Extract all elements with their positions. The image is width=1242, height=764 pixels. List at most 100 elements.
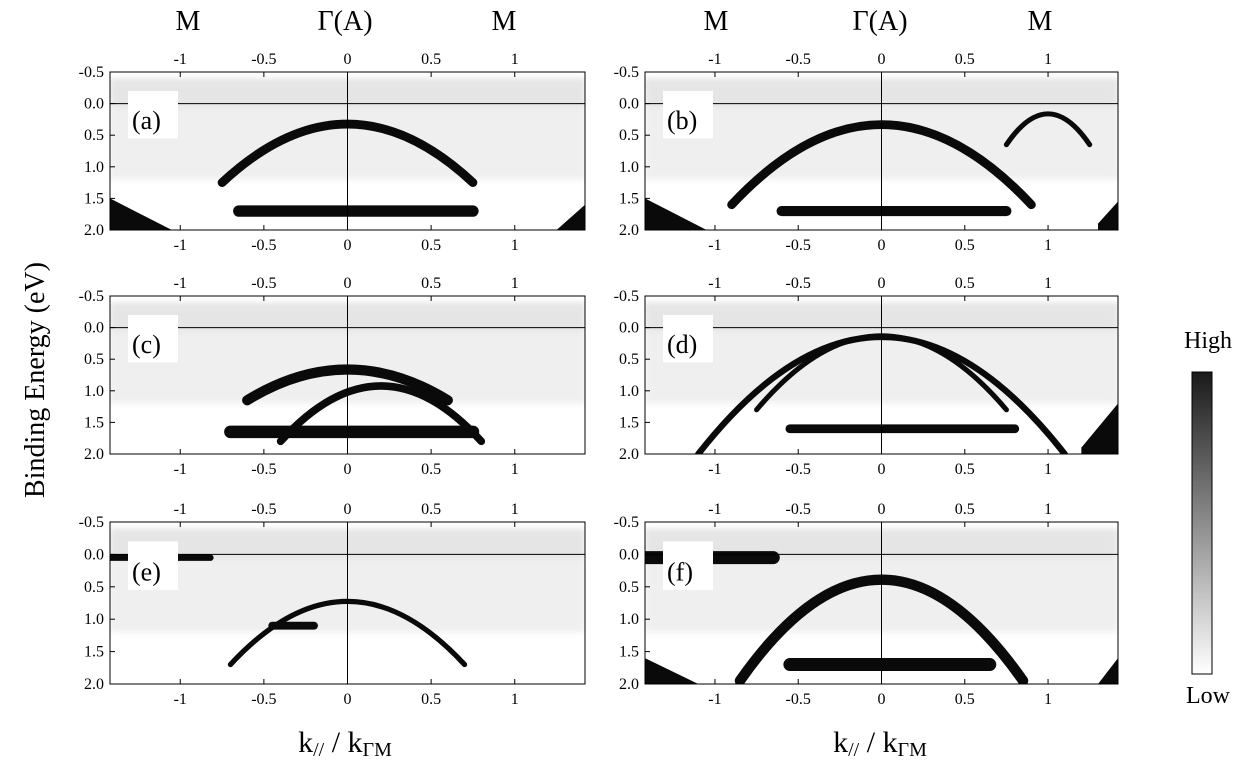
panel-b: -0.5 0.0 0.5 1.0 1.5 2.0 -1 -1 -0.5 -0.5 0 0 0.5 0.5 1… [614, 51, 1119, 254]
band-corner [110, 198, 172, 230]
panel-c: -0.5 0.0 0.5 1.0 1.5 2.0 -1 -1 -0.5 -0.5 0 0 0.5 0.5 1… [79, 275, 586, 478]
panel-label-bg [128, 314, 178, 363]
y-tick-label: 1.5 [619, 644, 639, 661]
y-tick-label: 1.0 [619, 159, 639, 176]
x-tick-label-bottom: -1 [174, 691, 187, 708]
panel-label: (b) [667, 106, 697, 135]
band-dome [1003, 111, 1093, 148]
y-tick-label: 0.5 [619, 127, 639, 144]
x-tick-label-bottom: -1 [174, 461, 187, 478]
top-label-gamma: Γ(A) [852, 6, 907, 37]
panel-label-bg [663, 541, 713, 591]
y-tick-label: 1.5 [84, 414, 104, 431]
panel-f: -0.5 0.0 0.5 1.0 1.5 2.0 -1 -1 -0.5 -0.5 0 0 0.5 0.5 1… [614, 501, 1119, 708]
x-tick-label-bottom: 0 [344, 237, 352, 254]
x-tick-label-bottom: -1 [708, 691, 721, 708]
panel-label-bg [128, 541, 178, 591]
panel-label: (e) [132, 557, 161, 586]
top-labels-left: M Γ(A) M [176, 6, 517, 37]
x-tick-label-bottom: 1 [511, 691, 519, 708]
top-label-m-right: M [1028, 6, 1053, 37]
x-tick-label-bottom: 1 [1044, 237, 1052, 254]
y-tick-label: -0.5 [614, 288, 639, 305]
y-tick-label: 0.5 [619, 351, 639, 368]
y-tick-label: 0.5 [84, 579, 104, 596]
top-labels-right: M Γ(A) M [704, 6, 1053, 37]
top-label-m-left: M [704, 6, 729, 37]
band-corner [645, 198, 707, 230]
x-tick-label-top: -1 [708, 501, 721, 518]
y-tick-label: 2.0 [84, 222, 104, 239]
x-tick-label-top: 1 [1044, 51, 1052, 68]
x-tick-label-top: -1 [174, 51, 187, 68]
x-tick-label-bottom: 0.5 [421, 691, 441, 708]
x-tick-label-top: -0.5 [786, 51, 811, 68]
y-tick-label: 0.5 [84, 127, 104, 144]
band-dome [276, 382, 486, 446]
x-tick-label-bottom: -0.5 [786, 461, 811, 478]
y-tick-label: -0.5 [614, 514, 639, 531]
x-tick-label-top: 0.5 [421, 51, 441, 68]
x-tick-label-bottom: 0.5 [421, 461, 441, 478]
x-tick-label-bottom: 1 [1044, 691, 1052, 708]
y-tick-label: 0.0 [619, 96, 639, 113]
x-tick-label-bottom: 1 [511, 237, 519, 254]
top-label-m-left: M [176, 6, 201, 37]
x-tick-label-top: 0 [878, 51, 886, 68]
y-tick-label: -0.5 [79, 288, 104, 305]
x-tick-label-bottom: -1 [174, 237, 187, 254]
band-corner [1098, 658, 1118, 684]
x-tick-label-top: -1 [708, 275, 721, 292]
x-tick-label-bottom: 0.5 [955, 237, 975, 254]
x-tick-label-bottom: -0.5 [251, 691, 276, 708]
colorbar-gradient [1191, 371, 1213, 675]
x-tick-label-top: 0 [344, 275, 352, 292]
x-axis-label-right: k// / kΓM [833, 726, 927, 761]
y-tick-label: 1.5 [619, 414, 639, 431]
x-tick-label-top: 0.5 [955, 501, 975, 518]
top-label-gamma: Γ(A) [317, 6, 372, 37]
y-tick-label: 1.0 [84, 383, 104, 400]
y-tick-label: 1.0 [619, 383, 639, 400]
panel-label: (c) [132, 330, 161, 359]
y-tick-label: 0.0 [619, 320, 639, 337]
colorbar-low-label: Low [1186, 683, 1231, 709]
x-tick-label-bottom: 0.5 [955, 691, 975, 708]
x-tick-label-bottom: 1 [511, 461, 519, 478]
top-label-m-right: M [492, 6, 517, 37]
y-tick-label: 2.0 [84, 676, 104, 693]
x-tick-label-bottom: -0.5 [251, 461, 276, 478]
y-tick-label: 0.5 [84, 351, 104, 368]
x-axis-label-left: k// / kΓM [298, 726, 392, 761]
x-tick-label-top: 1 [511, 501, 519, 518]
x-tick-label-top: 0 [878, 501, 886, 518]
x-tick-label-bottom: -0.5 [786, 691, 811, 708]
y-tick-label: 2.0 [619, 222, 639, 239]
x-tick-label-top: 0 [344, 501, 352, 518]
y-axis-label: Binding Energy (eV) [20, 262, 51, 498]
panel-label: (d) [667, 330, 697, 359]
x-tick-label-bottom: -1 [708, 237, 721, 254]
x-tick-label-bottom: 0.5 [421, 237, 441, 254]
y-tick-label: 0.0 [84, 96, 104, 113]
x-tick-label-bottom: 0 [878, 691, 886, 708]
x-tick-label-bottom: -0.5 [786, 237, 811, 254]
colorbar: High Low [1184, 328, 1232, 709]
x-tick-label-top: 1 [511, 51, 519, 68]
y-tick-label: 2.0 [619, 676, 639, 693]
y-tick-label: -0.5 [79, 514, 104, 531]
y-tick-label: 0.0 [619, 546, 639, 563]
x-tick-label-bottom: 0 [344, 461, 352, 478]
x-tick-label-bottom: 0 [878, 461, 886, 478]
x-tick-label-bottom: 1 [1044, 461, 1052, 478]
x-tick-label-top: 1 [511, 275, 519, 292]
band-corner [556, 204, 585, 230]
panel-d: -0.5 0.0 0.5 1.0 1.5 2.0 -1 -1 -0.5 -0.5 0 0 0.5 0.5 1… [614, 275, 1119, 478]
band-corner [645, 658, 699, 684]
x-tick-label-top: 0.5 [955, 275, 975, 292]
y-tick-label: 1.0 [84, 159, 104, 176]
y-tick-label: -0.5 [614, 64, 639, 81]
y-tick-label: -0.5 [79, 64, 104, 81]
y-tick-label: 1.5 [84, 644, 104, 661]
